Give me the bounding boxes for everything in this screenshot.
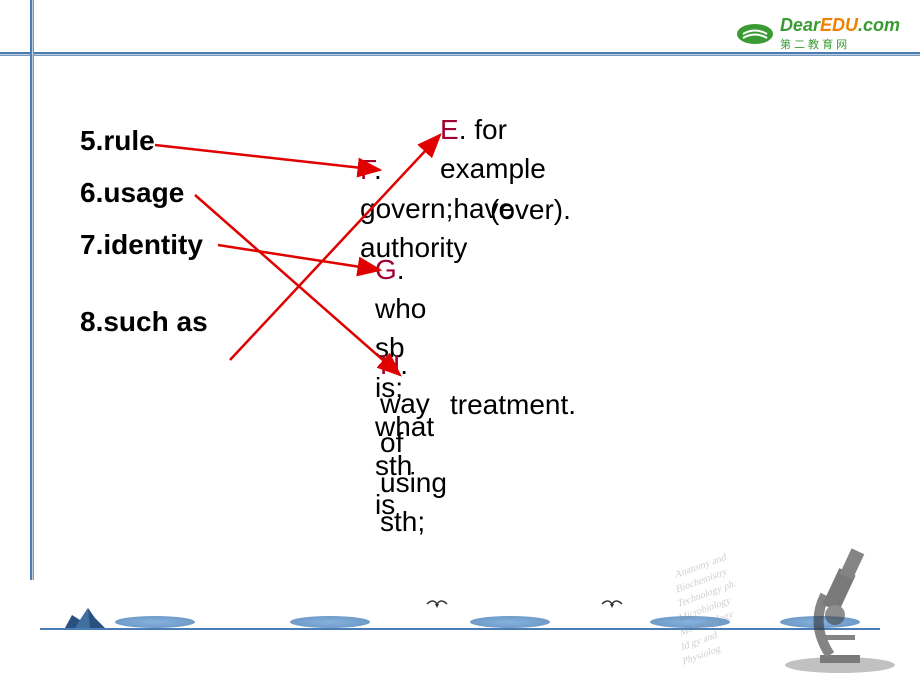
frame-left-line	[30, 0, 34, 580]
wave-1	[115, 616, 195, 628]
bird-1	[425, 596, 449, 615]
logo-brand: DearEDU.com	[780, 15, 900, 36]
term-7: 7.identity	[80, 229, 208, 261]
logo-brand-part1: Dear	[780, 15, 820, 35]
definition-h: H. way of using sth;	[380, 345, 447, 541]
arrow-7-to-g	[218, 245, 380, 270]
definition-f-line2: (over).	[490, 190, 571, 229]
term-8: 8.such as	[80, 306, 208, 338]
term-5: 5.rule	[80, 125, 208, 157]
logo-brand-part3: .com	[858, 15, 900, 35]
rock-icon	[60, 600, 110, 630]
frame-top-line	[0, 52, 920, 56]
logo-brand-part2: EDU	[820, 15, 858, 35]
bird-2	[600, 596, 624, 615]
logo-icon	[735, 19, 775, 49]
logo: DearEDU.com 第 二 教 育 网	[735, 15, 900, 52]
left-terms-column: 5.rule 6.usage 7.identity 8.such as	[80, 125, 208, 358]
logo-text: DearEDU.com 第 二 教 育 网	[780, 15, 900, 52]
definition-h-line2: treatment.	[450, 385, 576, 424]
microscope-icon	[775, 535, 905, 675]
wave-2	[290, 616, 370, 628]
term-6: 6.usage	[80, 177, 208, 209]
logo-subtitle: 第 二 教 育 网	[780, 36, 900, 52]
wave-3	[470, 616, 550, 628]
